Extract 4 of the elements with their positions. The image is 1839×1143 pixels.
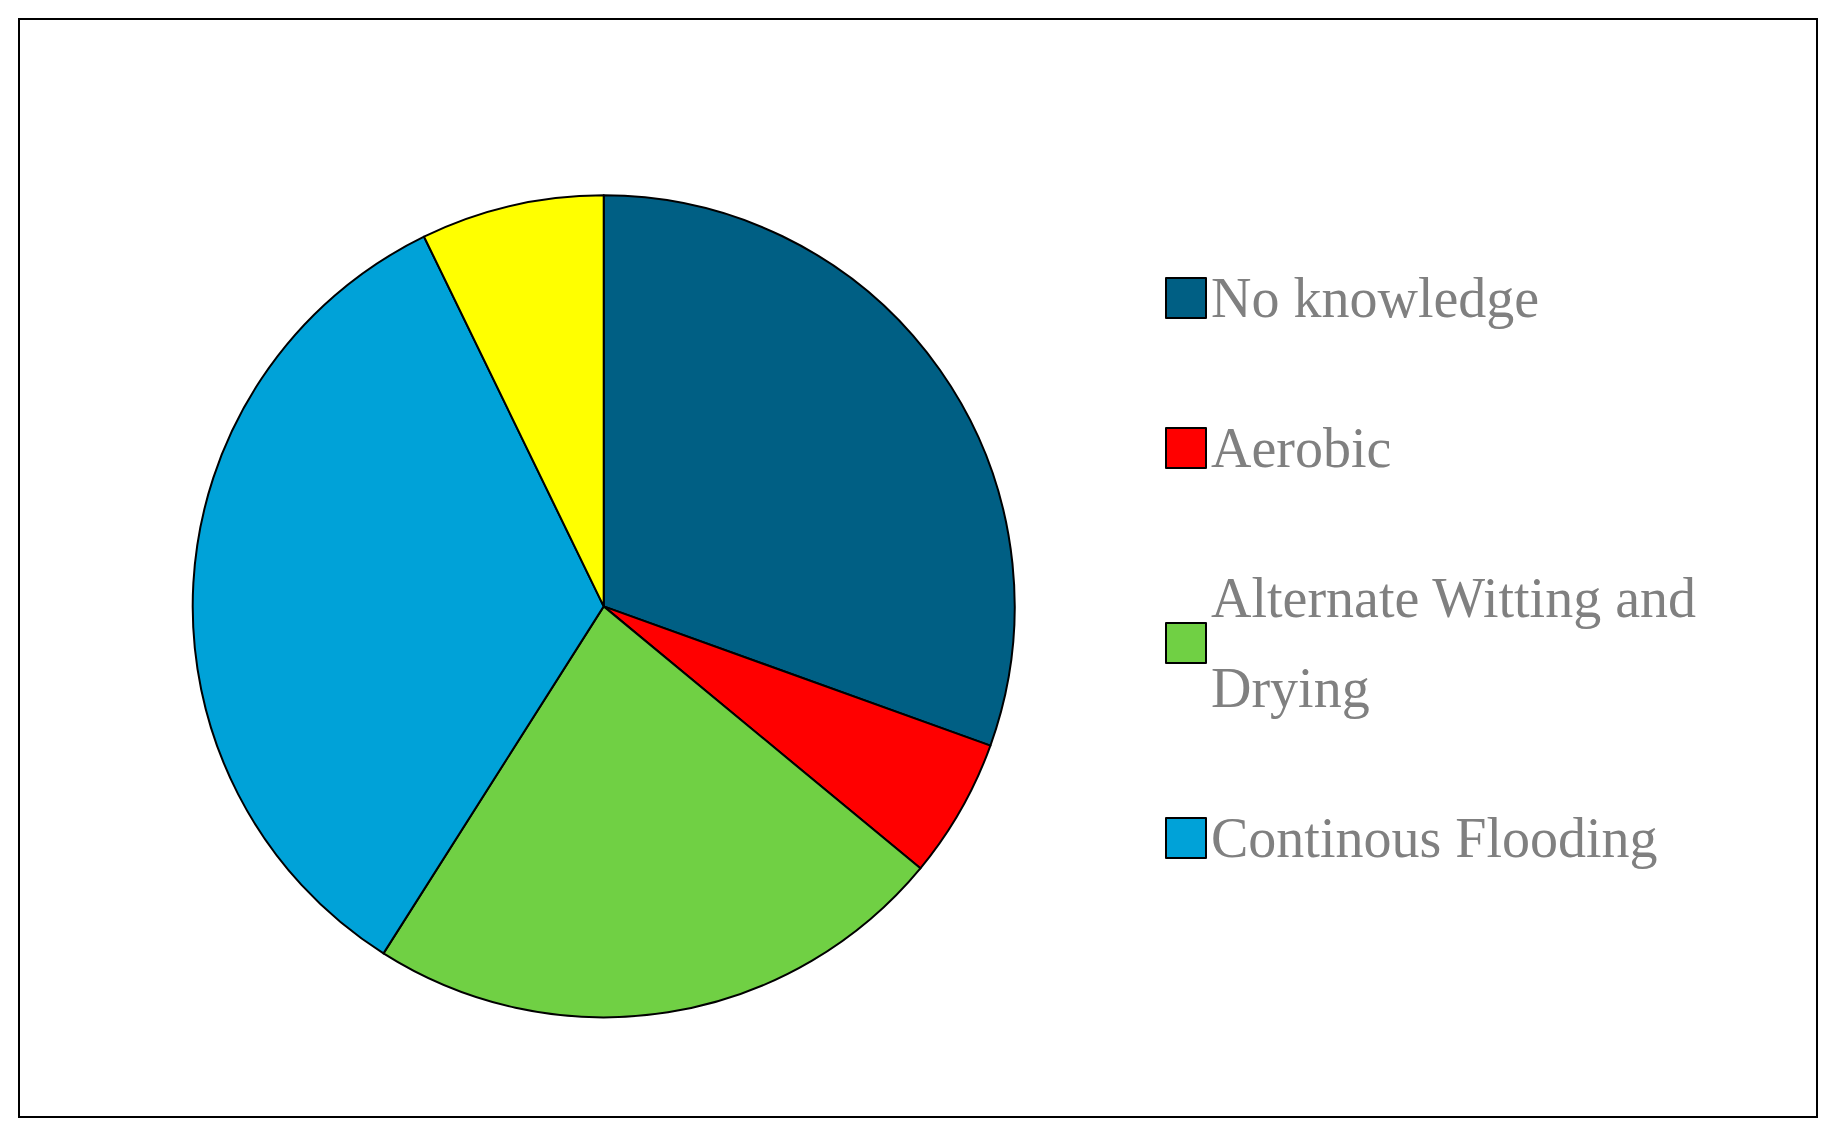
legend-label: No knowledge — [1211, 267, 1540, 329]
legend-label: Aerobic — [1211, 417, 1392, 479]
legend-label: Alternate Witting and Drying — [1211, 567, 1711, 719]
legend-label: Continous Flooding — [1211, 807, 1658, 869]
